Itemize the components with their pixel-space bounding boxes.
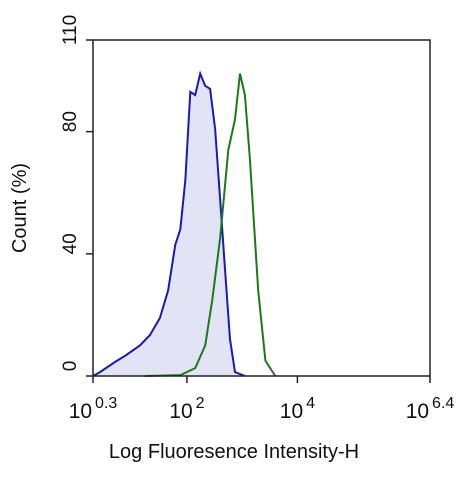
x-tick-base: 10 <box>169 400 192 423</box>
series-area <box>93 73 245 376</box>
x-tick-label: 10 0.3 <box>69 395 118 423</box>
x-tick-base: 10 <box>406 400 429 423</box>
y-tick-label: 0 <box>60 361 81 372</box>
plot-frame <box>92 39 431 377</box>
x-tick-label: 10 2 <box>169 395 204 423</box>
series-line <box>92 70 246 377</box>
series-line <box>144 73 277 377</box>
x-tick-exponent: 6.4 <box>432 395 454 412</box>
y-axis-label: Count (%) <box>9 163 31 253</box>
x-tick-exponent: 4 <box>306 395 315 412</box>
y-tick-label: 110 <box>60 15 81 45</box>
x-tick-exponent: 2 <box>196 395 205 412</box>
x-tick-label: 10 4 <box>280 395 315 423</box>
y-tick-label: 80 <box>60 111 81 132</box>
y-tick-label: 40 <box>60 233 81 254</box>
x-tick-base: 10 <box>69 400 92 423</box>
x-axis-label: Log Fluoresence Intensity-H <box>109 441 359 463</box>
x-tick-label: 10 6.4 <box>406 395 455 423</box>
x-tick-base: 10 <box>280 400 303 423</box>
x-tick-exponent: 0.3 <box>95 395 117 412</box>
